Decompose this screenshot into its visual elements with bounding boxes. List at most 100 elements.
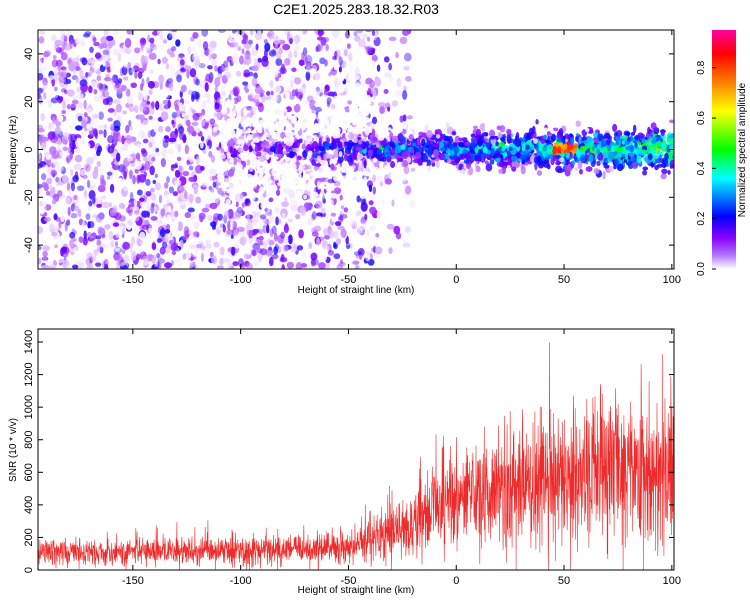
spectrogram-signal-blob: [233, 179, 239, 184]
spectrogram-speckle: [86, 166, 93, 176]
spectrogram-speckle: [93, 41, 100, 47]
spectrogram-signal-blob: [321, 94, 327, 100]
spectrogram-speckle: [100, 43, 104, 49]
spectrogram-speckle: [182, 253, 187, 260]
spectrogram-signal-blob: [247, 127, 252, 134]
spectrogram-signal-blob: [260, 202, 267, 210]
spectrogram-speckle: [364, 41, 372, 47]
spectrogram-signal-blob: [314, 123, 321, 128]
spectrogram-x-label: Height of straight line (km): [298, 285, 415, 296]
spectrogram-speckle: [52, 116, 56, 125]
spectrogram-signal-blob: [534, 144, 539, 151]
spectrogram-signal-blob: [222, 203, 229, 208]
spectrogram-speckle: [320, 207, 326, 214]
spectrogram-speckle: [176, 74, 182, 83]
spectrogram-signal-blob: [298, 166, 303, 175]
spectrogram-speckle: [210, 188, 214, 193]
spectrogram-speckle: [47, 99, 52, 108]
spectrogram-speckle: [172, 191, 179, 197]
spectrogram-signal-blob: [258, 123, 262, 128]
spectrogram-speckle: [248, 32, 253, 41]
spectrogram-signal-blob: [301, 133, 308, 140]
spectrogram-speckle: [280, 76, 285, 81]
spectrogram-signal-blob: [475, 165, 481, 173]
spectrogram-speckle: [298, 229, 304, 239]
spectrogram-speckle: [65, 264, 71, 269]
spectrogram-speckle: [358, 223, 366, 231]
spectrogram-signal-blob: [333, 149, 340, 159]
spectrogram-speckle: [354, 264, 360, 269]
spectrogram-speckle: [139, 197, 145, 202]
spectrogram-speckle: [42, 77, 48, 86]
spectrogram-speckle: [232, 86, 240, 96]
spectrogram-speckle: [93, 127, 98, 137]
spectrogram-signal-blob: [348, 105, 355, 112]
spectrogram-signal-blob: [569, 136, 575, 144]
spectrogram-signal-blob: [370, 123, 376, 128]
spectrogram-speckle: [390, 83, 396, 88]
spectrogram-speckle: [351, 224, 356, 229]
spectrogram-speckle: [343, 207, 349, 213]
spectrogram-speckle: [107, 117, 113, 122]
spectrogram-signal-blob: [357, 139, 363, 145]
spectrogram-speckle: [335, 49, 341, 59]
spectrogram-signal-blob: [615, 148, 623, 153]
spectrogram-speckle: [190, 218, 194, 226]
spectrogram-speckle: [313, 225, 321, 232]
spectrogram-signal-blob: [365, 98, 370, 107]
spectrogram-signal-blob: [511, 155, 518, 162]
spectrogram-speckle: [379, 181, 383, 187]
spectrogram-speckle: [277, 72, 282, 79]
spectrogram-speckle: [151, 242, 157, 251]
spectrogram-signal-blob: [343, 154, 348, 162]
colorbar-ticks: 0.00.20.40.60.8: [696, 60, 716, 276]
spectrogram-speckle: [323, 262, 330, 269]
spectrogram-signal-blob: [622, 134, 629, 140]
spectrogram-signal-blob: [571, 160, 576, 166]
spectrogram-signal-blob: [258, 186, 265, 195]
spectrogram-speckle: [316, 36, 323, 41]
spectrogram-signal-blob: [266, 190, 272, 197]
spectrogram-speckle: [158, 252, 163, 261]
spectrogram-speckle: [369, 206, 377, 215]
spectrogram-speckle: [184, 144, 190, 155]
spectrogram-speckle: [116, 262, 121, 269]
spectrogram-speckle: [231, 246, 236, 256]
spectrogram-speckle: [125, 135, 133, 144]
spectrogram-speckle: [95, 214, 103, 223]
spectrogram-signal-blob: [614, 146, 618, 151]
spectrogram-signal-blob: [337, 172, 343, 179]
spectrogram-signal-blob: [337, 163, 341, 172]
spectrogram-speckle: [212, 181, 217, 188]
spectrogram-signal-blob: [628, 152, 635, 157]
spectrogram-signal-blob: [218, 125, 223, 131]
spectrogram-speckle: [85, 71, 89, 78]
spectrogram-signal-blob: [660, 173, 667, 180]
spectrogram-signal-blob: [506, 160, 512, 167]
spectrogram-speckle: [94, 52, 102, 59]
spectrogram-speckle: [107, 108, 115, 113]
spectrogram-speckle: [146, 146, 155, 153]
spectrogram-speckle: [134, 47, 141, 54]
spectrogram-speckle: [171, 119, 175, 125]
spectrogram-speckle: [41, 164, 50, 173]
spectrogram-speckle: [100, 164, 105, 174]
spectrogram-speckle: [284, 91, 290, 99]
spectrogram-speckle: [377, 175, 383, 183]
spectrogram-speckle: [193, 52, 199, 59]
spectrogram-speckle: [90, 255, 97, 262]
spectrogram-speckle: [129, 236, 133, 245]
spectrogram-speckle: [285, 79, 291, 86]
spectrogram-speckle: [288, 218, 293, 223]
spectrogram-signal-blob: [385, 145, 391, 150]
spectrogram-speckle: [54, 67, 59, 74]
y-tick-label: 40: [23, 48, 35, 60]
spectrogram-speckle: [241, 202, 245, 208]
spectrogram-speckle: [274, 108, 282, 115]
spectrogram-signal-blob: [412, 142, 417, 147]
spectrogram-signal-blob: [501, 144, 509, 149]
spectrogram-speckle: [135, 216, 143, 227]
spectrogram-speckle: [269, 228, 274, 238]
spectrogram-speckle: [195, 128, 201, 134]
spectrogram-signal-blob: [648, 129, 654, 134]
